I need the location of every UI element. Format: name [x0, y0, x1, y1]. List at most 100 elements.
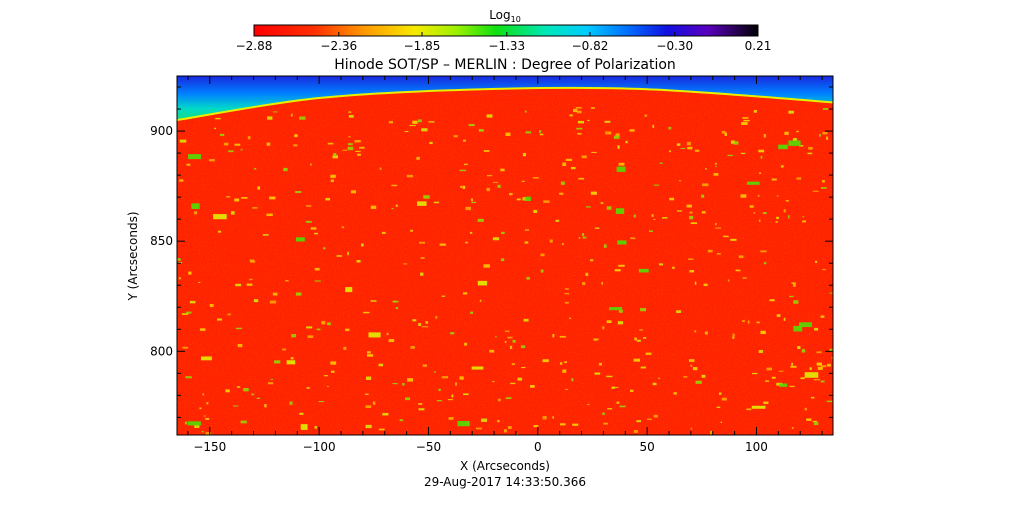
- bright-point: [417, 119, 422, 123]
- bright-point: [813, 379, 821, 381]
- bright-point: [816, 362, 822, 366]
- bright-point: [422, 364, 427, 367]
- bright-point: [759, 172, 762, 174]
- bright-point: [203, 415, 206, 417]
- bright-point: [694, 149, 700, 152]
- bright-point: [676, 310, 682, 313]
- bright-point: [511, 363, 516, 365]
- bright-point: [188, 271, 192, 275]
- bright-point: [235, 327, 243, 330]
- bright-point: [765, 380, 769, 382]
- bright-patch: [615, 208, 625, 214]
- bright-point: [703, 283, 708, 287]
- bright-point: [802, 220, 806, 223]
- bright-point: [806, 418, 812, 421]
- bright-point: [763, 134, 766, 138]
- bright-point: [510, 382, 516, 385]
- bright-point: [793, 300, 799, 304]
- bright-point: [771, 178, 777, 181]
- bright-point: [757, 194, 760, 197]
- bright-point: [391, 184, 398, 187]
- bright-point: [749, 205, 754, 208]
- bright-point: [577, 132, 582, 135]
- bright-point: [327, 322, 331, 326]
- bright-point: [451, 394, 454, 398]
- bright-point: [492, 237, 500, 241]
- bright-point: [178, 277, 181, 280]
- bright-point: [787, 215, 790, 219]
- bright-point: [249, 278, 253, 281]
- bright-point: [453, 135, 458, 138]
- bright-point: [460, 185, 463, 188]
- bright-patch: [187, 421, 201, 426]
- bright-point: [235, 283, 242, 287]
- bright-patch: [191, 203, 200, 209]
- bright-point: [314, 267, 320, 271]
- bright-point: [240, 420, 247, 424]
- bright-point: [690, 364, 693, 367]
- bright-point: [601, 282, 604, 285]
- bright-point: [330, 174, 336, 178]
- bright-point: [716, 406, 721, 408]
- bright-point: [676, 210, 683, 212]
- bright-point: [429, 141, 433, 145]
- bright-point: [199, 407, 202, 410]
- bright-point: [486, 175, 493, 177]
- bright-point: [526, 277, 530, 280]
- bright-point: [388, 339, 395, 343]
- disk-noise: [177, 87, 833, 435]
- bright-point: [732, 333, 735, 337]
- bright-point: [517, 377, 523, 381]
- bright-point: [379, 167, 382, 170]
- bright-point: [715, 227, 721, 229]
- y-tick-label: 900: [150, 124, 173, 138]
- bright-point: [804, 407, 807, 411]
- bright-patch: [213, 214, 227, 220]
- bright-point: [570, 166, 576, 170]
- bright-point: [603, 244, 607, 248]
- bright-point: [314, 426, 318, 429]
- bright-point: [792, 138, 798, 141]
- bright-point: [254, 167, 257, 170]
- bright-point: [416, 156, 420, 160]
- bright-point: [701, 194, 705, 198]
- bright-point: [295, 191, 302, 193]
- bright-point: [724, 132, 728, 136]
- bright-point: [564, 361, 567, 364]
- bright-point: [410, 229, 413, 232]
- bright-point: [646, 418, 652, 420]
- bright-point: [598, 362, 602, 366]
- bright-point: [658, 263, 663, 266]
- bright-point: [314, 280, 321, 282]
- bright-patch: [524, 196, 531, 202]
- bright-point: [253, 299, 259, 303]
- bright-point: [257, 186, 261, 190]
- bright-point: [605, 131, 612, 135]
- bright-point: [463, 139, 466, 142]
- bright-point: [269, 196, 276, 200]
- bright-point: [727, 154, 734, 157]
- bright-point: [776, 216, 779, 220]
- bright-point: [630, 389, 634, 392]
- bright-patch: [751, 405, 766, 409]
- bright-point: [614, 269, 621, 272]
- bright-patch: [616, 166, 626, 172]
- y-tick-label: 800: [150, 344, 173, 358]
- bright-point: [530, 385, 535, 388]
- bright-point: [463, 393, 469, 396]
- bright-point: [392, 382, 398, 385]
- bright-point: [690, 427, 693, 430]
- bright-point: [332, 155, 339, 159]
- bright-point: [791, 282, 796, 284]
- bright-point: [435, 315, 438, 319]
- bright-point: [747, 320, 750, 324]
- bright-point: [439, 243, 446, 246]
- bright-point: [226, 196, 231, 198]
- bright-point: [227, 313, 231, 316]
- bright-point: [585, 272, 589, 277]
- colorbar-ticks: −2.88 −2.36 −1.85 −1.33 −0.82 −0.30 0.21: [236, 32, 771, 53]
- bright-patch: [296, 237, 305, 242]
- bright-point: [503, 429, 507, 433]
- bright-point: [364, 393, 369, 395]
